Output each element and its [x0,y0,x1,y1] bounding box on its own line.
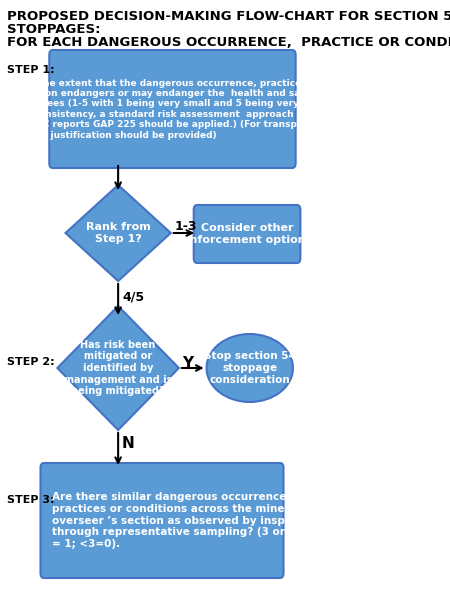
Text: STEP 1:: STEP 1: [7,65,54,75]
Polygon shape [57,306,179,430]
FancyBboxPatch shape [49,50,296,168]
Text: PROPOSED DECISION-MAKING FLOW-CHART FOR SECTION 54s: PROPOSED DECISION-MAKING FLOW-CHART FOR … [7,10,450,23]
Polygon shape [65,185,171,281]
Text: Rank from
Step 1?: Rank from Step 1? [86,222,150,244]
Text: Stop section 54
stoppage
consideration: Stop section 54 stoppage consideration [204,352,296,385]
Ellipse shape [207,334,293,402]
Text: STOPPAGES:: STOPPAGES: [7,23,100,36]
Text: N: N [122,436,134,451]
Text: Has risk been
mitigated or
identified by
management and is
being mitigated?: Has risk been mitigated or identified by… [64,340,172,396]
Text: 4/5: 4/5 [122,290,144,303]
Text: Are there similar dangerous occurrences,
practices or conditions across the mine: Are there similar dangerous occurrences,… [52,492,319,548]
Text: Consider other
enforcement options: Consider other enforcement options [182,223,312,245]
Text: 1-3: 1-3 [175,220,197,233]
FancyBboxPatch shape [40,463,284,578]
Text: Rank the extent that the dangerous occurrence, practice or
condition endangers o: Rank the extent that the dangerous occur… [10,79,335,139]
Text: STEP 3:: STEP 3: [7,495,54,505]
Text: Y: Y [182,356,194,371]
Text: FOR EACH DANGEROUS OCCURRENCE,  PRACTICE OR CONDITION:: FOR EACH DANGEROUS OCCURRENCE, PRACTICE … [7,36,450,49]
FancyBboxPatch shape [194,205,300,263]
Text: STEP 2:: STEP 2: [7,357,54,367]
